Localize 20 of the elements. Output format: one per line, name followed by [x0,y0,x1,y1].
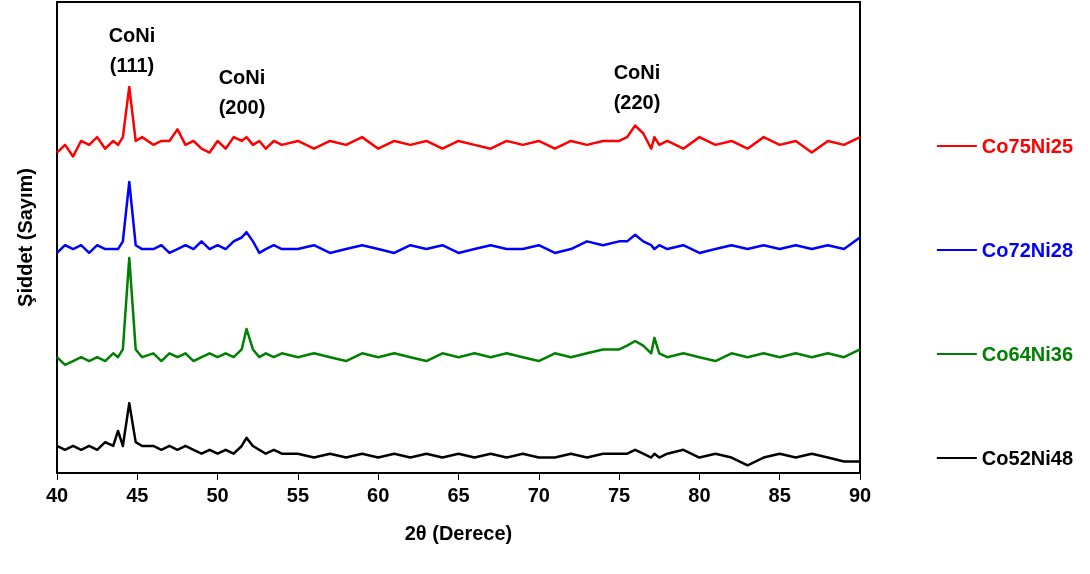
x-tick-label: 50 [206,484,229,506]
legend-label: Co64Ni36 [981,343,1073,365]
x-tick-label: 70 [527,484,550,506]
x-tick-label: 85 [768,484,791,506]
x-tick-label: 55 [286,484,310,506]
x-tick-label: 40 [45,484,69,506]
legend-label: Co72Ni28 [981,239,1073,261]
x-axis-title: 2θ (Derece) [404,522,513,544]
y-axis-title: Şiddet (Sayım) [14,168,36,307]
x-tick-label: 60 [367,484,390,506]
x-tick-label: 75 [607,484,631,506]
text: CoNi (111) [108,24,156,76]
legend-label: Co52Ni48 [981,447,1073,469]
annotation: CoNi (220) [613,61,661,113]
x-tick-label: 90 [848,484,872,506]
x-tick-label: 80 [688,484,711,506]
x-tick-label: 65 [447,484,470,506]
x-tick-label: 45 [126,484,149,506]
legend-label: Co75Ni25 [981,135,1073,157]
annotation: CoNi (200) [218,66,266,118]
